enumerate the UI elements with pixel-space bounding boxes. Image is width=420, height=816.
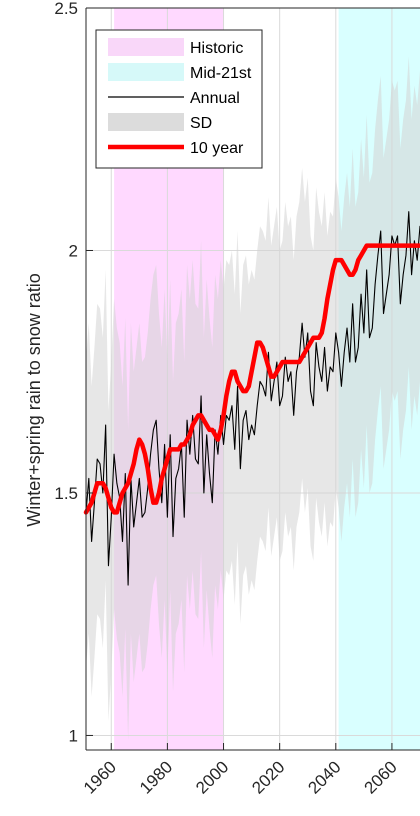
legend-swatch-mid21 [108,63,184,81]
y-axis-label: Winter+spring rain to snow ratio [24,273,44,527]
x-tick-label: 2040 [304,757,344,797]
series-lines [83,211,420,586]
legend-label-historic: Historic [190,40,243,57]
sd-band [86,56,420,741]
annual-line [85,211,420,586]
x-tick-label: 2060 [361,757,401,797]
legend-label-sd: SD [190,115,212,132]
axes [85,7,420,751]
y-tick-label: 2 [69,241,78,260]
legend-swatch-sd [108,113,184,131]
ten-year-line [83,243,420,515]
legend-label-tenyear: 10 year [190,140,244,157]
y-tick-label: 1.5 [54,484,78,503]
legend-label-mid21: Mid-21st [190,65,252,82]
y-tick-label: 2.5 [54,0,78,18]
x-tick-label: 2020 [248,757,288,797]
legend: Historic Mid-21st Annual SD 10 year [95,29,263,169]
sd-band-layer [86,56,420,741]
y-tick-label: 1 [69,726,78,745]
x-tick-label: 1980 [136,757,176,797]
legend-label-annual: Annual [190,90,240,107]
x-tick-label: 1960 [80,757,120,797]
x-tick-label: 2000 [192,757,232,797]
legend-swatch-historic [108,38,184,56]
